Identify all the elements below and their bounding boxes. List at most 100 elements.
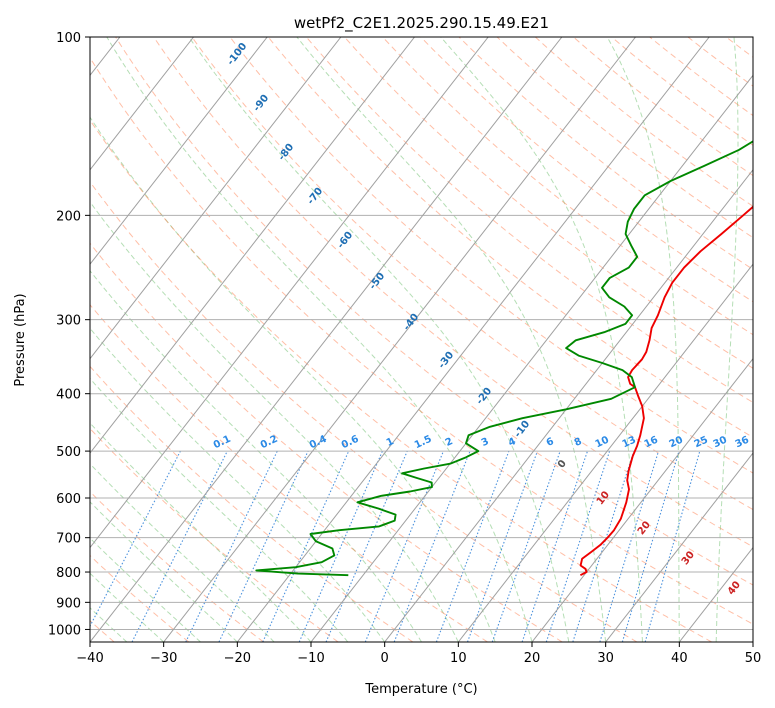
dry-adiabat <box>344 37 753 369</box>
y-tick-label: 900 <box>56 596 81 611</box>
dry-adiabat-label: -100 <box>225 41 249 68</box>
mixing-ratio-line <box>621 450 680 642</box>
x-tick-label: −40 <box>76 651 103 666</box>
x-axis-label: Temperature (°C) <box>364 682 477 697</box>
isotherm <box>163 37 636 642</box>
isotherm <box>605 452 753 642</box>
dry-adiabat-label: -50 <box>367 271 387 292</box>
moist-adiabat <box>90 463 275 642</box>
dry-adiabat <box>305 37 753 404</box>
moist-adiabat <box>715 37 739 642</box>
dry-adiabat <box>267 37 753 438</box>
isotherm <box>90 37 563 642</box>
moist-adiabat <box>188 37 570 642</box>
dry-adiabat <box>229 37 753 474</box>
y-tick-label: 1000 <box>48 623 81 638</box>
dry-adiabat-label: -90 <box>251 93 271 114</box>
dry-adiabat <box>90 242 563 642</box>
mixing-ratio-line <box>90 450 181 628</box>
dry-adiabat <box>90 554 190 642</box>
mixing-ratio-label: 1 <box>385 436 396 449</box>
mixing-ratio-line <box>599 450 660 642</box>
moist-adiabat <box>296 37 607 642</box>
dry-adiabat-label: 0 <box>556 458 569 470</box>
mixing-ratio-label: 30 <box>712 435 729 451</box>
moist-adiabat <box>90 116 496 642</box>
plot-frame <box>89 36 754 643</box>
dry-adiabat-label: -80 <box>276 142 296 163</box>
dry-adiabat <box>382 37 753 336</box>
mixing-ratio-label: 0.4 <box>308 434 329 451</box>
grid-lines <box>90 37 753 630</box>
mixing-ratio-line <box>185 450 278 642</box>
x-tick-label: 40 <box>671 651 688 666</box>
moist-adiabat <box>440 37 643 642</box>
mixing-ratio-label: 1.5 <box>413 434 434 451</box>
mixing-ratio-label: 10 <box>594 435 611 451</box>
dry-adiabat <box>90 490 264 642</box>
dry-adiabat <box>420 37 753 303</box>
dry-adiabat <box>687 37 753 87</box>
mixing-ratio-line <box>572 450 635 642</box>
y-tick-label: 400 <box>56 388 81 403</box>
x-tick-label: 20 <box>524 651 541 666</box>
dry-adiabat <box>90 304 488 642</box>
mixing-ratio-line <box>325 450 408 642</box>
isotherm <box>457 263 753 642</box>
mixing-ratio-label: 2 <box>444 436 455 449</box>
plot-area: -100-90-80-70-60-50-40-30-20-10010203040… <box>90 37 753 642</box>
x-tick-label: 10 <box>450 651 467 666</box>
isotherm <box>90 37 489 549</box>
y-tick-label: 500 <box>56 445 81 460</box>
moist-adiabat <box>90 537 201 642</box>
dry-adiabats <box>90 37 753 642</box>
isotherm <box>752 641 753 642</box>
dry-adiabat <box>90 181 638 642</box>
mixing-ratio-label: 25 <box>693 435 710 451</box>
x-axis: −40 −30 −20 −10 0 10 20 30 40 50 <box>76 642 761 666</box>
x-tick-label: −10 <box>297 651 324 666</box>
mixing-ratio-line <box>218 450 309 642</box>
temperature-profile <box>579 205 753 577</box>
x-tick-label: −30 <box>150 651 177 666</box>
y-tick-label: 200 <box>56 209 81 224</box>
mixing-ratio-line <box>393 450 471 642</box>
moist-adiabat <box>752 631 753 642</box>
mixing-ratio-label: 0.2 <box>259 434 280 451</box>
dry-adiabat <box>153 37 753 548</box>
x-tick-label: −20 <box>224 651 251 666</box>
mixing-ratio-label: 4 <box>507 436 518 449</box>
moist-adiabats <box>90 37 753 642</box>
y-tick-label: 300 <box>56 314 81 329</box>
chart-title: wetPf2_C2E1.2025.290.15.49.E21 <box>294 14 549 33</box>
isotherm <box>90 37 194 171</box>
isotherm <box>310 74 753 642</box>
moist-adiabat <box>90 377 349 642</box>
isotherm <box>531 357 753 642</box>
moist-adiabat <box>90 269 422 642</box>
x-tick-label: 50 <box>745 651 762 666</box>
mixing-ratio-label: 13 <box>621 435 638 451</box>
dry-adiabat <box>573 37 753 177</box>
mixing-ratio-label: 0.6 <box>340 434 361 451</box>
dry-adiabat <box>115 37 753 586</box>
profile-series <box>255 140 753 577</box>
dry-adiabat-label: 20 <box>636 519 653 537</box>
mixing-ratio-label: 8 <box>573 436 584 449</box>
dry-adiabat <box>534 37 753 207</box>
dry-adiabat <box>496 37 753 239</box>
y-tick-label: 600 <box>56 492 81 507</box>
isotherm <box>90 37 268 266</box>
mixing-ratio-label: 16 <box>643 435 660 451</box>
x-tick-label: 30 <box>597 651 614 666</box>
mixing-ratio-label: 36 <box>734 435 751 451</box>
moist-adiabat <box>106 37 533 642</box>
dry-adiabat-label: -20 <box>474 386 494 407</box>
mixing-ratio-label: 6 <box>545 436 556 449</box>
y-tick-label: 800 <box>56 566 81 581</box>
mixing-ratio-line <box>521 450 589 642</box>
dry-adiabat-label: 10 <box>595 489 612 507</box>
isotherm <box>384 168 753 642</box>
isotherm <box>90 37 415 454</box>
